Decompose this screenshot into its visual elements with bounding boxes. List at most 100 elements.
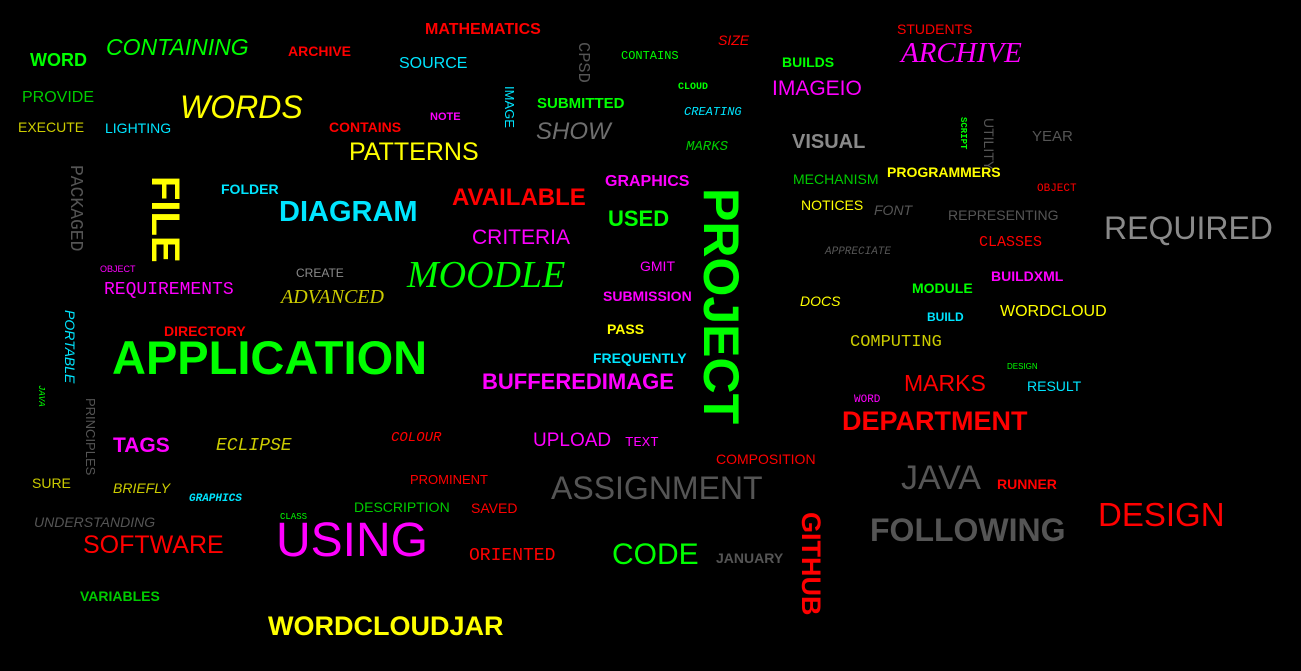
word-application: APPLICATION	[112, 331, 428, 384]
word-project: PROJECT	[693, 188, 749, 425]
word-font: FONT	[874, 202, 913, 218]
word-advanced: ADVANCED	[281, 286, 384, 308]
word-packaged: PACKAGED	[65, 165, 85, 252]
word-sure: SURE	[32, 475, 71, 491]
word-design: DESIGN	[1098, 496, 1225, 533]
word-principles: PRINCIPLES	[83, 398, 98, 476]
word-builds: BUILDS	[782, 54, 835, 70]
word-buildxml: BUILDXML	[991, 268, 1064, 284]
word-object: OBJECT	[1037, 183, 1077, 195]
word-pass: PASS	[607, 321, 645, 337]
word-contains-red: CONTAINS	[329, 119, 402, 135]
word-result: RESULT	[1027, 378, 1082, 394]
word-prominent: PROMINENT	[410, 472, 488, 487]
word-cloud: CLOUD	[678, 82, 709, 93]
word-design-small: DESIGN	[1007, 362, 1038, 371]
word-provide: PROVIDE	[22, 89, 95, 106]
word-colour: COLOUR	[391, 430, 442, 446]
word-department: DEPARTMENT	[842, 406, 1028, 436]
word-words: WORDS	[180, 89, 303, 125]
word-year: YEAR	[1032, 128, 1073, 145]
word-word-small: WORD	[854, 394, 881, 406]
word-execute: EXECUTE	[18, 119, 85, 135]
word-oriented: ORIENTED	[469, 546, 556, 566]
word-script: SCRIPT	[958, 117, 968, 150]
word-java: JAVA	[901, 459, 981, 497]
word-java-small: JAVA	[36, 385, 46, 407]
word-folder: FOLDER	[221, 181, 279, 197]
word-marks: MARKS	[686, 139, 729, 155]
word-description: DESCRIPTION	[354, 499, 450, 515]
word-code: CODE	[612, 538, 699, 571]
word-size: SIZE	[718, 32, 750, 48]
word-saved: SAVED	[471, 500, 518, 516]
word-github: GITHUB	[796, 512, 826, 616]
word-students: STUDENTS	[897, 21, 973, 37]
word-module: MODULE	[912, 280, 973, 296]
word-creating: CREATING	[684, 105, 742, 119]
word-contains: CONTAINS	[621, 49, 679, 63]
word-text: TEXT	[625, 435, 659, 451]
word-graphics-small: GRAPHICS	[189, 493, 242, 505]
word-bufferedimage: BUFFEREDIMAGE	[482, 369, 674, 394]
word-image: IMAGE	[502, 86, 517, 128]
word-build: BUILD	[927, 310, 964, 324]
word-programmers: PROGRAMMERS	[887, 164, 1001, 180]
word-required: REQUIRED	[1104, 210, 1273, 246]
word-using: USING	[276, 514, 429, 567]
word-patterns: PATTERNS	[349, 138, 479, 166]
word-requirements: REQUIREMENTS	[104, 280, 234, 300]
word-directory: DIRECTORY	[164, 323, 246, 339]
word-object-small: OBJECT	[100, 264, 136, 274]
word-following: FOLLOWING	[870, 512, 1066, 548]
word-variables: VARIABLES	[80, 588, 160, 604]
word-criteria: CRITERIA	[472, 226, 571, 249]
word-tags: TAGS	[113, 434, 170, 457]
word-appreciate: APPRECIATE	[825, 246, 892, 258]
word-frequently: FREQUENTLY	[593, 350, 687, 366]
word-portable: PORTABLE	[62, 310, 78, 384]
word-classes: CLASSES	[979, 234, 1043, 251]
word-source: SOURCE	[399, 55, 468, 72]
word-eclipse: ECLIPSE	[216, 436, 292, 456]
word-upload: UPLOAD	[533, 430, 612, 451]
word-class: CLASS	[280, 512, 308, 522]
word-notices: NOTICES	[801, 197, 864, 213]
word-gmit: GMIT	[640, 258, 675, 274]
word-marks-red: MARKS	[904, 370, 986, 396]
word-visual: VISUAL	[792, 131, 866, 153]
word-diagram: DIAGRAM	[279, 196, 418, 228]
word-containing: CONTAINING	[106, 34, 249, 60]
word-mechanism: MECHANISM	[793, 171, 879, 187]
word-wordcloud: WORDCLOUD	[1000, 303, 1107, 320]
word-submitted: SUBMITTED	[537, 95, 625, 112]
word-used: USED	[608, 206, 670, 231]
word-wordcloudjar: WORDCLOUDJAR	[268, 611, 504, 641]
word-archive-large: ARCHIVE	[901, 37, 1022, 69]
word-docs: DOCS	[800, 293, 841, 309]
word-january: JANUARY	[716, 550, 784, 566]
word-available: AVAILABLE	[452, 184, 586, 211]
word-word: WORD	[30, 50, 87, 70]
word-create: CREATE	[296, 266, 344, 280]
word-software: SOFTWARE	[83, 531, 224, 559]
word-show: SHOW	[536, 118, 611, 145]
word-assignment: ASSIGNMENT	[551, 470, 763, 506]
word-briefly: BRIEFLY	[113, 480, 171, 496]
word-submission: SUBMISSION	[603, 288, 692, 304]
word-mathematics: MATHEMATICS	[425, 21, 541, 38]
word-file: FILE	[143, 176, 187, 263]
word-note: NOTE	[430, 111, 461, 123]
word-understanding: UNDERSTANDING	[34, 514, 156, 530]
word-computing: COMPUTING	[850, 333, 942, 352]
word-graphics: GRAPHICS	[605, 173, 690, 190]
word-utility: UTILITY	[981, 118, 997, 171]
word-composition: COMPOSITION	[716, 451, 816, 467]
word-cpsd: CPSD	[573, 42, 592, 83]
word-imageio: IMAGEIO	[772, 77, 862, 100]
word-runner: RUNNER	[997, 476, 1057, 492]
word-lighting: LIGHTING	[105, 120, 172, 136]
word-moodle: MOODLE	[407, 254, 566, 296]
word-archive: ARCHIVE	[288, 43, 352, 59]
